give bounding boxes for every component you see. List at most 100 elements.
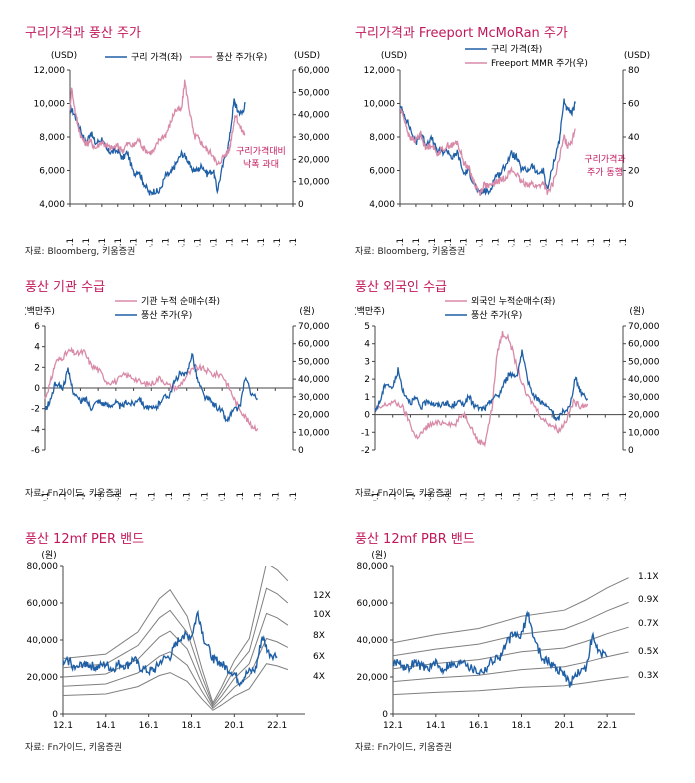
x-tick-label: 23.1 xyxy=(601,492,611,501)
right-tick-label: 10,000 xyxy=(298,428,330,438)
series-line-pink xyxy=(374,330,589,448)
right-tick-label: 70,000 xyxy=(298,322,330,332)
price-line xyxy=(392,610,608,688)
left-tick-label: 12,000 xyxy=(34,66,66,76)
x-tick-label: 16.1 xyxy=(139,721,159,731)
series-line-blue xyxy=(44,352,259,423)
right-tick-label: 60,000 xyxy=(298,66,330,76)
x-tick-label: 22.1 xyxy=(571,238,581,247)
left-axis-unit: (백만주) xyxy=(25,306,55,317)
y-tick-label: 80,000 xyxy=(27,562,59,572)
x-tick-label: 18.1 xyxy=(508,238,518,247)
x-tick-label: 15.1 xyxy=(130,238,140,247)
x-tick-label: 13.1 xyxy=(94,492,104,501)
x-tick-label: 25.1 xyxy=(619,238,629,247)
annotation-text: 낙폭 과대 xyxy=(243,159,279,170)
series-line-blue xyxy=(399,98,576,196)
x-tick-label: 17.1 xyxy=(492,238,502,247)
x-tick-label: 13.1 xyxy=(424,492,434,501)
x-tick-label: 20.1 xyxy=(548,492,558,501)
x-tick-label: 18.1 xyxy=(511,721,531,731)
annotation-text: 구리가격과 xyxy=(584,153,625,165)
x-tick-label: 21.1 xyxy=(566,492,576,501)
x-tick-label: 11.1 xyxy=(396,238,406,247)
right-tick-label: 20,000 xyxy=(298,155,330,165)
x-tick-label: 14.1 xyxy=(444,238,454,247)
right-tick-label: 60,000 xyxy=(628,340,660,350)
x-tick-label: 10.1 xyxy=(41,492,51,501)
x-tick-label: 12.1 xyxy=(76,492,86,501)
y-tick-label: 0 xyxy=(52,710,58,720)
band-label: 1.1X xyxy=(638,572,658,582)
source-note: 자료: Bloomberg, 키움증권 xyxy=(25,247,136,257)
y-axis-unit: (원) xyxy=(41,550,56,561)
x-tick-label: 25.1 xyxy=(289,238,299,247)
legend-label: 풍산 주가(우) xyxy=(141,310,192,321)
right-axis-unit: (USD) xyxy=(294,51,320,61)
right-tick-label: 30,000 xyxy=(628,393,660,403)
chart-copper-poongsan: (USD) (USD) 4,000 6,000 8,000 10,000 12,000 0 10… xyxy=(34,51,330,247)
band-line xyxy=(393,651,629,683)
band-label: 0.5X xyxy=(638,647,658,657)
x-tick-label: 19.1 xyxy=(193,238,203,247)
x-tick-label: 17.1 xyxy=(165,492,175,501)
y-axis-unit: (원) xyxy=(371,550,386,561)
right-axis-unit: (USD) xyxy=(624,51,650,61)
band-label: 0.3X xyxy=(638,671,658,681)
y-tick-label: 0 xyxy=(382,710,388,720)
right-tick-label: 40,000 xyxy=(298,375,330,385)
y-tick-label: 20,000 xyxy=(27,673,59,683)
x-tick-label: 11.1 xyxy=(66,238,76,247)
series-line-pink xyxy=(399,107,576,197)
y-tick-label: 20,000 xyxy=(357,673,389,683)
x-tick-label: 24.1 xyxy=(619,492,629,501)
left-tick-label: 5 xyxy=(364,322,370,332)
legend-label: 구리 가격(좌) xyxy=(131,51,182,63)
left-tick-label: 8,000 xyxy=(39,133,65,143)
copper-vs-freeport-panel: 구리가격과 Freeport McMoRan 주가 (USD) (USD) 4,00… xyxy=(355,22,695,277)
series-line-pink xyxy=(44,346,259,432)
x-tick-label: 15.1 xyxy=(130,492,140,501)
x-tick-label: 14.1 xyxy=(112,492,122,501)
x-tick-label: 16.1 xyxy=(469,721,489,731)
x-tick-label: 12.1 xyxy=(383,721,403,731)
left-tick-label: 4 xyxy=(34,343,40,353)
left-axis-unit: (USD) xyxy=(381,51,407,61)
band-line xyxy=(63,566,289,705)
right-tick-label: 50,000 xyxy=(628,357,660,367)
x-tick-label: 19.1 xyxy=(523,238,533,247)
x-tick-label: 20.1 xyxy=(554,721,574,731)
x-tick-label: 22.1 xyxy=(254,492,264,501)
left-axis-unit: (USD) xyxy=(51,51,77,61)
left-tick-label: 10,000 xyxy=(364,100,396,110)
left-tick-label: -1 xyxy=(361,428,370,438)
right-tick-label: 50,000 xyxy=(298,88,330,98)
x-tick-label: 14.1 xyxy=(114,238,124,247)
right-tick-label: 40 xyxy=(628,133,640,143)
x-tick-label: 20.1 xyxy=(209,238,219,247)
panel-title: 구리가격과 Freeport McMoRan 주가 xyxy=(355,26,568,41)
panel-title: 구리가격과 풍산 주가 xyxy=(25,26,141,41)
panel-title: 풍산 12mf PBR 밴드 xyxy=(355,532,475,547)
band-line xyxy=(63,663,289,711)
right-tick-label: 30,000 xyxy=(298,393,330,403)
right-tick-label: 10,000 xyxy=(298,178,330,188)
x-tick-label: 21.1 xyxy=(225,238,235,247)
right-tick-label: 60 xyxy=(628,100,640,110)
x-tick-label: 19.1 xyxy=(530,492,540,501)
chart-per-band: (원) 0 20,000 40,000 60,000 80,000 12.1 14.1 16.1… xyxy=(27,550,331,731)
band-line xyxy=(63,612,289,708)
chart-copper-freeport: (USD) (USD) 4,000 6,000 8,000 10,000 12,000 0 20… xyxy=(364,43,651,247)
x-tick-label: 22.1 xyxy=(584,492,594,501)
x-tick-label: 12.1 xyxy=(82,238,92,247)
y-tick-label: 80,000 xyxy=(357,562,389,572)
series-line-pink xyxy=(69,79,246,166)
left-tick-label: -2 xyxy=(31,405,40,415)
legend-label: 구리 가격(좌) xyxy=(491,43,542,55)
left-tick-label: 0 xyxy=(34,384,40,394)
band-line xyxy=(393,601,629,657)
right-tick-label: 20 xyxy=(628,167,640,177)
left-tick-label: 2 xyxy=(364,375,370,385)
x-tick-label: 22.1 xyxy=(241,238,251,247)
x-tick-label: 24.1 xyxy=(273,238,283,247)
